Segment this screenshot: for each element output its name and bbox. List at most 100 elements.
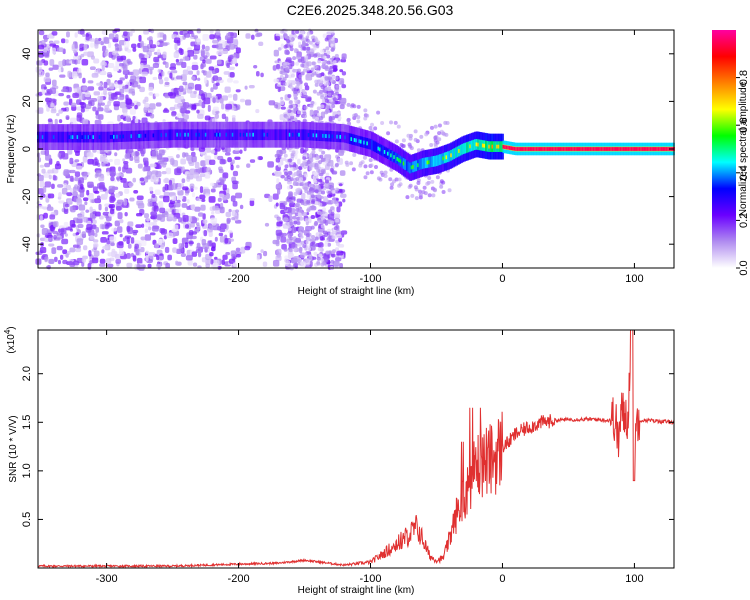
spectrogram-cell (127, 243, 132, 249)
spectrogram-cell (101, 249, 105, 254)
spectrogram-cell (79, 131, 83, 143)
spectrogram-cell (75, 247, 82, 253)
spectrogram-cell (204, 132, 208, 137)
spectrogram-cell (268, 129, 272, 141)
spectrogram-cell (203, 55, 208, 60)
spectrogram-cell (210, 188, 216, 193)
spectrogram-cell (289, 112, 294, 117)
spectrogram-cell (107, 63, 115, 69)
spectrogram-cell (329, 78, 334, 83)
spectrogram-cell (540, 147, 544, 151)
spectrogram-cell (575, 147, 579, 151)
spectrogram-cell (140, 150, 145, 157)
spectrogram-cell (108, 33, 115, 40)
spectrogram-cell (308, 256, 313, 261)
spectrogram-cell (118, 166, 122, 172)
spectrogram-cell (82, 77, 86, 84)
spectrogram-cell (41, 168, 46, 174)
spectrogram-cell (327, 92, 332, 97)
spectrogram-cell (626, 147, 630, 151)
spectrogram-cell (319, 235, 324, 241)
spectrogram-cell (320, 85, 325, 90)
spectrogram-cell (372, 140, 376, 152)
spectrogram-cell (350, 137, 354, 142)
spectrogram-cell (35, 66, 43, 73)
spectrogram-cell (74, 59, 78, 65)
spectrogram-cell (86, 223, 93, 231)
spectrogram-cell (287, 79, 292, 84)
spectrogram-cell (332, 65, 337, 73)
spectrogram-cell (108, 82, 115, 90)
spectrogram-cell (225, 193, 230, 200)
spectrogram-cell (491, 144, 495, 149)
spectrogram-cell (363, 175, 368, 180)
spectrogram-cell (388, 177, 393, 182)
spectrogram-cell (557, 147, 561, 151)
spectrogram-cell (215, 110, 220, 114)
spectrogram-cell (232, 182, 238, 190)
spectrogram-cell (405, 195, 410, 200)
spectrogram-cell (51, 79, 57, 87)
spectrogram-cell (161, 170, 167, 175)
spectrogram-cell (235, 254, 241, 258)
spectrogram-cell (648, 147, 652, 151)
spectrogram-cell (211, 129, 215, 141)
spectrogram-cell (47, 169, 55, 174)
spectrogram-cell (132, 115, 136, 121)
spectrogram-cell (131, 43, 137, 49)
spectrogram-cell (196, 28, 201, 34)
spectrogram-cell (155, 102, 162, 107)
spectrogram-cell (330, 259, 335, 264)
spectrogram-cell (367, 138, 371, 150)
spectrogram-cell (84, 201, 88, 206)
spectrogram-cell (49, 43, 57, 47)
spectrogram-cell (157, 54, 165, 59)
spectrogram-cell (314, 163, 319, 170)
spectrogram-cell (341, 84, 347, 89)
spectrogram-cell (228, 43, 235, 50)
spectrogram-cell (77, 214, 85, 220)
spectrogram-cell (191, 151, 196, 157)
spectrogram-cell (624, 147, 628, 151)
spectrogram-cell (201, 166, 208, 173)
spectrogram-cell (462, 143, 466, 154)
spectrogram-cell (316, 194, 321, 199)
spectrogram-cell (82, 156, 88, 163)
spectrogram-cell (305, 240, 310, 245)
spectrogram-cell (310, 100, 315, 105)
spectrogram-cell (140, 40, 144, 48)
spectrogram-x-tick-label: 0 (499, 273, 505, 285)
spectrogram-cell (294, 212, 299, 217)
spectrogram-cell (386, 151, 390, 156)
spectrogram-cell (306, 49, 311, 54)
spectrogram-cell (309, 260, 313, 267)
spectrogram-cell (317, 53, 322, 58)
spectrogram-cell (63, 221, 69, 228)
snr-frame (37, 329, 675, 569)
spectrogram-cell (176, 199, 181, 203)
spectrogram-cell (40, 131, 44, 143)
spectrogram-cell (158, 149, 165, 156)
spectrogram-cell (349, 161, 354, 166)
spectrogram-cell (306, 208, 311, 213)
spectrogram-cell (573, 147, 577, 151)
spectrogram-cell (274, 129, 278, 141)
spectrogram-cell (73, 55, 80, 60)
spectrogram-x-tick-label: -200 (228, 273, 250, 285)
spectrogram-cell (330, 47, 335, 52)
spectrogram-cell (222, 41, 226, 49)
spectrogram-cell (284, 164, 289, 169)
spectrogram-cell (300, 147, 305, 154)
spectrogram-cell (285, 50, 290, 55)
spectrogram-cell (196, 129, 200, 141)
spectrogram-cell (489, 141, 493, 152)
spectrogram-cell (76, 198, 82, 203)
spectrogram-cell (110, 176, 115, 182)
spectrogram-cell (144, 176, 149, 183)
spectrogram-cell (58, 92, 64, 97)
spectrogram-cell (47, 193, 55, 199)
snr-y-label: SNR (10 * V/V) (8, 415, 19, 482)
spectrogram-cell (230, 129, 234, 141)
spectrogram-cell (286, 175, 291, 180)
spectrogram-cell (275, 183, 282, 190)
